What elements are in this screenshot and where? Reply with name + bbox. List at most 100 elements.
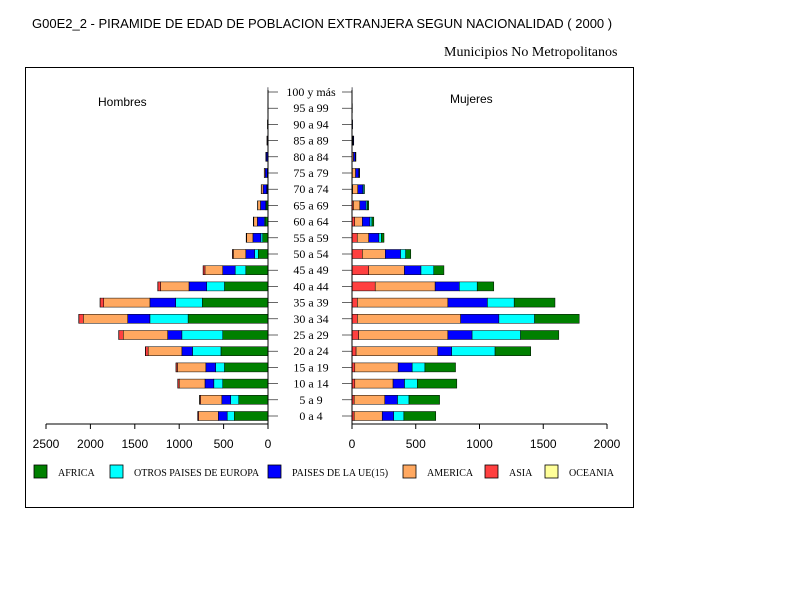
x-tick-label-right: 1500 xyxy=(530,437,557,451)
bar-hombres-50-a-54-s3 xyxy=(233,249,247,259)
bar-hombres-30-a-34-s2 xyxy=(127,314,151,324)
legend-item-asia: ASIA xyxy=(484,464,533,479)
age-label: 75 a 79 xyxy=(293,166,328,180)
bar-hombres-55-a-59-s3 xyxy=(246,233,254,243)
bar-mujeres-70-a-74-s0 xyxy=(363,184,365,194)
bar-mujeres-20-a-24-s3 xyxy=(355,346,438,356)
bar-mujeres-60-a-64-s4 xyxy=(351,216,355,227)
bar-mujeres-60-a-64-s0 xyxy=(371,216,375,227)
bar-hombres-25-a-29-s3 xyxy=(123,330,168,340)
bar-mujeres-55-a-59-s4 xyxy=(351,233,358,243)
bar-mujeres-60-a-64-s1 xyxy=(369,216,373,227)
bar-mujeres-65-a-69-s3 xyxy=(353,200,361,211)
bar-mujeres-45-a-49-s1 xyxy=(420,265,434,275)
age-label: 90 a 94 xyxy=(293,117,328,131)
axes-layer xyxy=(45,90,608,429)
bar-mujeres-50-a-54-s0 xyxy=(405,249,412,259)
bar-mujeres-45-a-49-s4 xyxy=(351,265,369,275)
bar-hombres-40-a-44-s2 xyxy=(188,281,207,292)
bar-hombres-25-a-29-s0 xyxy=(222,330,269,340)
bar-hombres-0-a-4-s2 xyxy=(218,411,228,421)
bar-mujeres-25-a-29-s3 xyxy=(358,330,449,340)
bar-mujeres-70-a-74-s2 xyxy=(357,184,364,194)
legend-item-otros-paises-de-europa: OTROS PAISES DE EUROPA xyxy=(109,464,260,479)
bar-mujeres-45-a-49-s0 xyxy=(433,265,445,275)
bar-hombres-25-a-29-s4 xyxy=(118,330,124,340)
x-tick-label-left: 1000 xyxy=(166,437,193,451)
bar-hombres-5-a-9-s2 xyxy=(221,395,231,405)
age-label: 60 a 64 xyxy=(293,215,328,229)
x-tick-label-left: 0 xyxy=(265,437,272,451)
age-label: 0 a 4 xyxy=(299,409,322,423)
age-label: 65 a 69 xyxy=(293,198,328,212)
bars-layer xyxy=(78,87,580,421)
bar-hombres-40-a-44-s0 xyxy=(224,281,269,292)
bar-hombres-55-a-59-s2 xyxy=(252,233,262,243)
bar-hombres-45-a-49-s3 xyxy=(204,265,223,275)
bar-mujeres-50-a-54-s4 xyxy=(351,249,363,259)
bar-mujeres-55-a-59-s2 xyxy=(368,233,380,243)
bar-hombres-0-a-4-s0 xyxy=(234,411,269,421)
age-label: 5 a 9 xyxy=(299,393,322,407)
bar-mujeres-30-a-34-s3 xyxy=(357,314,461,324)
bar-hombres-5-a-9-s1 xyxy=(230,395,239,405)
bar-mujeres-30-a-34-s0 xyxy=(534,314,580,324)
x-tick-label-left: 2000 xyxy=(77,437,104,451)
legend-label: OCEANIA xyxy=(569,468,615,479)
bar-mujeres-15-a-19-s2 xyxy=(397,362,413,373)
legend-swatch xyxy=(267,464,282,479)
age-label: 40 a 44 xyxy=(293,279,328,293)
bar-hombres-40-a-44-s1 xyxy=(206,281,225,292)
bar-mujeres-5-a-9-s2 xyxy=(384,395,398,405)
bar-mujeres-40-a-44-s2 xyxy=(434,281,460,292)
bar-hombres-15-a-19-s3 xyxy=(177,362,207,373)
bar-hombres-15-a-19-s0 xyxy=(224,362,269,373)
age-label: 85 a 89 xyxy=(293,134,328,148)
bar-hombres-20-a-24-s2 xyxy=(181,346,193,356)
bar-hombres-50-a-54-s1 xyxy=(254,249,259,259)
bar-mujeres-0-a-4-s2 xyxy=(381,411,394,421)
panel-label-hombres: Hombres xyxy=(98,95,147,109)
age-label: 10 a 14 xyxy=(293,377,328,391)
bar-hombres-0-a-4-s1 xyxy=(226,411,235,421)
age-label: 45 a 49 xyxy=(293,263,328,277)
bar-mujeres-45-a-49-s3 xyxy=(368,265,405,275)
legend-label: PAISES DE LA UE(15) xyxy=(292,468,388,479)
bar-mujeres-55-a-59-s3 xyxy=(356,233,369,243)
bar-mujeres-25-a-29-s1 xyxy=(471,330,521,340)
bar-hombres-15-a-19-s1 xyxy=(215,362,225,373)
bar-mujeres-20-a-24-s2 xyxy=(437,346,452,356)
age-label: 35 a 39 xyxy=(293,296,328,310)
bar-mujeres-15-a-19-s0 xyxy=(424,362,456,373)
chart-subtitle: Municipios No Metropolitanos xyxy=(444,45,618,60)
bar-mujeres-5-a-9-s4 xyxy=(352,395,355,405)
bar-mujeres-75-a-79-s2 xyxy=(355,168,360,178)
bar-hombres-5-a-9-s0 xyxy=(238,395,269,405)
bar-hombres-25-a-29-s2 xyxy=(167,330,183,340)
bar-hombres-45-a-49-s0 xyxy=(245,265,269,275)
bar-hombres-70-a-74-s2 xyxy=(262,184,267,194)
age-label: 15 a 19 xyxy=(293,360,328,374)
bar-hombres-60-a-64-s2 xyxy=(257,216,265,227)
bar-hombres-35-a-39-s3 xyxy=(103,297,151,308)
bar-mujeres-70-a-74-s3 xyxy=(352,184,358,194)
bar-hombres-45-a-49-s4 xyxy=(202,265,206,275)
bar-hombres-20-a-24-s1 xyxy=(192,346,222,356)
bar-mujeres-0-a-4-s4 xyxy=(352,411,355,421)
legend-swatch xyxy=(33,464,48,479)
bar-hombres-10-a-14-s2 xyxy=(204,378,215,389)
bar-hombres-10-a-14-s0 xyxy=(222,378,269,389)
bar-mujeres-10-a-14-s2 xyxy=(392,378,405,389)
bar-mujeres-25-a-29-s2 xyxy=(447,330,473,340)
bar-hombres-20-a-24-s0 xyxy=(220,346,269,356)
bar-hombres-20-a-24-s3 xyxy=(147,346,183,356)
bar-mujeres-5-a-9-s0 xyxy=(408,395,440,405)
bar-mujeres-50-a-54-s1 xyxy=(400,249,406,259)
bar-mujeres-20-a-24-s4 xyxy=(352,346,357,356)
bar-hombres-10-a-14-s3 xyxy=(178,378,206,389)
bar-hombres-35-a-39-s1 xyxy=(175,297,203,308)
chart-frame xyxy=(25,67,634,508)
bar-mujeres-25-a-29-s0 xyxy=(520,330,560,340)
bar-hombres-30-a-34-s4 xyxy=(78,314,84,324)
bar-mujeres-10-a-14-s1 xyxy=(404,378,418,389)
